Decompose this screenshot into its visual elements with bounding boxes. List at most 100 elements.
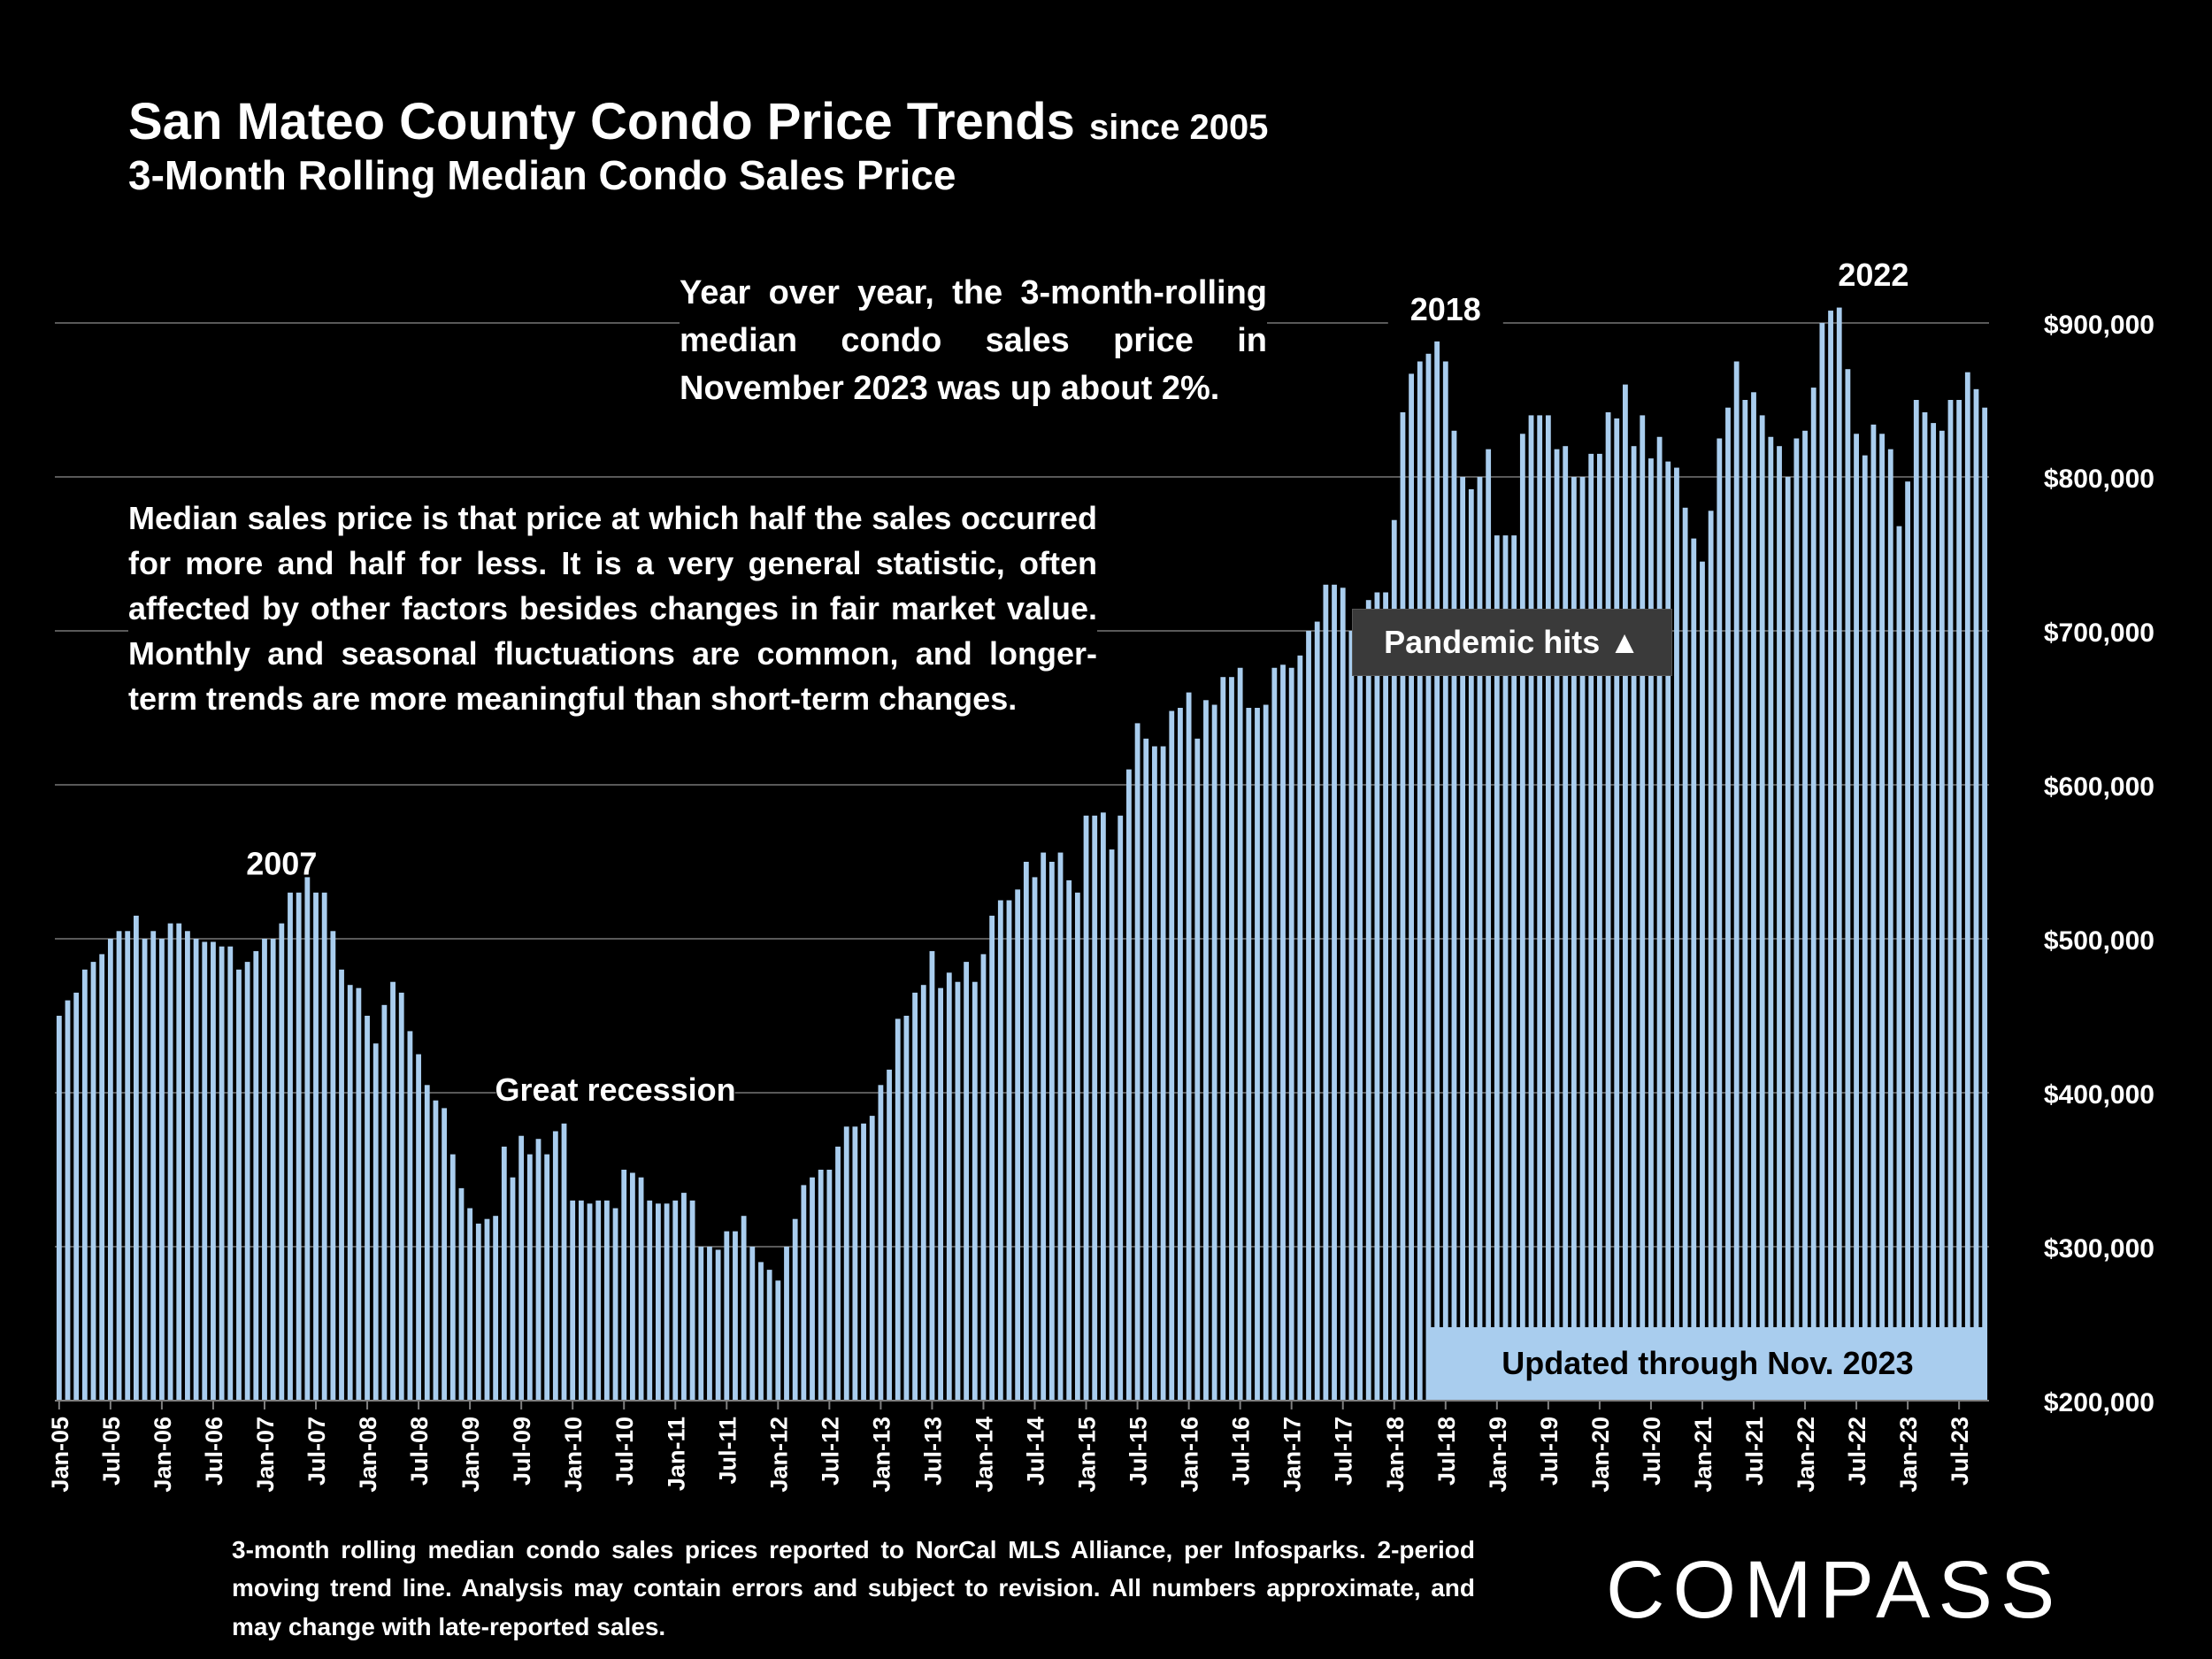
bar: [861, 1123, 866, 1401]
bar: [1126, 769, 1132, 1401]
bar: [724, 1231, 730, 1401]
bar: [621, 1170, 627, 1401]
bar: [1409, 373, 1415, 1401]
x-tick-label: Jul-12: [817, 1417, 843, 1486]
x-tick-label: Jul-13: [919, 1417, 946, 1486]
bar: [681, 1193, 687, 1401]
bar: [1870, 424, 1877, 1402]
bar: [1229, 677, 1234, 1401]
bar: [1237, 667, 1243, 1401]
bar: [1545, 415, 1551, 1401]
bar: [1340, 588, 1346, 1401]
bar: [1032, 877, 1038, 1401]
bar: [347, 985, 353, 1401]
bar: [270, 939, 276, 1401]
bar: [1109, 849, 1115, 1401]
bar: [1194, 738, 1201, 1401]
bar: [972, 981, 978, 1401]
bar: [449, 1154, 456, 1401]
bar: [1623, 384, 1628, 1402]
bar: [1425, 353, 1432, 1401]
bar: [758, 1262, 764, 1401]
bar: [903, 1016, 910, 1401]
bar: [73, 992, 80, 1401]
bar: [1588, 453, 1594, 1401]
grid-lines: [55, 322, 1989, 1248]
bar: [1648, 458, 1654, 1401]
bar: [1246, 708, 1252, 1401]
bar: [1417, 361, 1423, 1401]
title-text: San Mateo County Condo Price Trends: [128, 93, 1075, 150]
bar: [570, 1200, 576, 1401]
bar: [442, 1108, 448, 1401]
bar: [1674, 467, 1679, 1401]
bar: [1048, 862, 1055, 1401]
bar: [202, 941, 208, 1401]
x-tick-label: Jan-23: [1895, 1417, 1922, 1493]
bar: [1733, 361, 1740, 1401]
x-tick-label: Jan-05: [47, 1417, 73, 1493]
bar: [90, 962, 96, 1401]
bar: [1348, 631, 1355, 1401]
y-axis-ticks: $200,000 $300,000 $400,000 $500,000 $600,000…: [2044, 311, 2154, 1417]
x-tick-label: Jan-16: [1177, 1417, 1203, 1493]
bar: [279, 923, 285, 1401]
bar: [1288, 667, 1294, 1401]
bar: [1810, 388, 1816, 1402]
x-tick-label: Jul-10: [611, 1417, 638, 1486]
bar: [185, 931, 190, 1401]
bar: [416, 1054, 421, 1401]
bar: [1519, 434, 1525, 1401]
bar: [116, 931, 122, 1401]
bar: [1785, 477, 1791, 1401]
annotation-bg: [495, 1069, 735, 1113]
bar: [1700, 561, 1705, 1401]
bar: [304, 877, 311, 1401]
bar: [818, 1170, 824, 1401]
bar: [467, 1208, 473, 1401]
bar: [1255, 708, 1260, 1401]
bar: [65, 1000, 71, 1401]
y-tick-label: $300,000: [2044, 1234, 2154, 1263]
bar: [1939, 430, 1945, 1401]
bar: [647, 1200, 653, 1401]
bar: [749, 1247, 756, 1401]
bar: [253, 950, 259, 1401]
bar: [1554, 449, 1560, 1402]
bar: [365, 1016, 370, 1401]
bar: [313, 892, 319, 1401]
bar: [150, 931, 157, 1401]
yoy-note: Year over year, the 3-month-rolling medi…: [680, 270, 1267, 413]
chart-subtitle: 3-Month Rolling Median Condo Sales Price: [128, 151, 956, 198]
x-tick-label: Jul-23: [1947, 1417, 1973, 1486]
bar: [1383, 592, 1388, 1401]
y-tick-label: $500,000: [2044, 926, 2154, 956]
bar: [484, 1218, 490, 1401]
bar: [493, 1216, 499, 1401]
x-tick-label: Jul-20: [1639, 1417, 1665, 1486]
bar: [1691, 538, 1697, 1401]
x-tick-label: Jan-18: [1382, 1417, 1409, 1493]
bar: [946, 972, 952, 1401]
bar: [1434, 341, 1440, 1401]
bar: [1211, 704, 1217, 1401]
bar: [244, 962, 250, 1401]
bar: [1793, 438, 1800, 1401]
x-tick-label: Jul-21: [1741, 1417, 1768, 1486]
bar: [1896, 526, 1902, 1401]
bar: [1468, 488, 1474, 1402]
bar: [1134, 723, 1141, 1401]
bar: [1819, 323, 1825, 1401]
bar: [142, 939, 148, 1401]
x-tick-label: Jul-19: [1536, 1417, 1563, 1486]
bar: [125, 931, 131, 1401]
y-tick-label: $600,000: [2044, 772, 2154, 802]
bar: [587, 1203, 593, 1401]
bar: [1160, 746, 1166, 1401]
bar: [1931, 423, 1937, 1402]
bar: [1006, 900, 1012, 1401]
x-tick-label: Jul-07: [303, 1417, 330, 1486]
bar: [1023, 862, 1029, 1401]
bar: [211, 941, 216, 1401]
x-tick-label: Jul-14: [1023, 1417, 1049, 1486]
